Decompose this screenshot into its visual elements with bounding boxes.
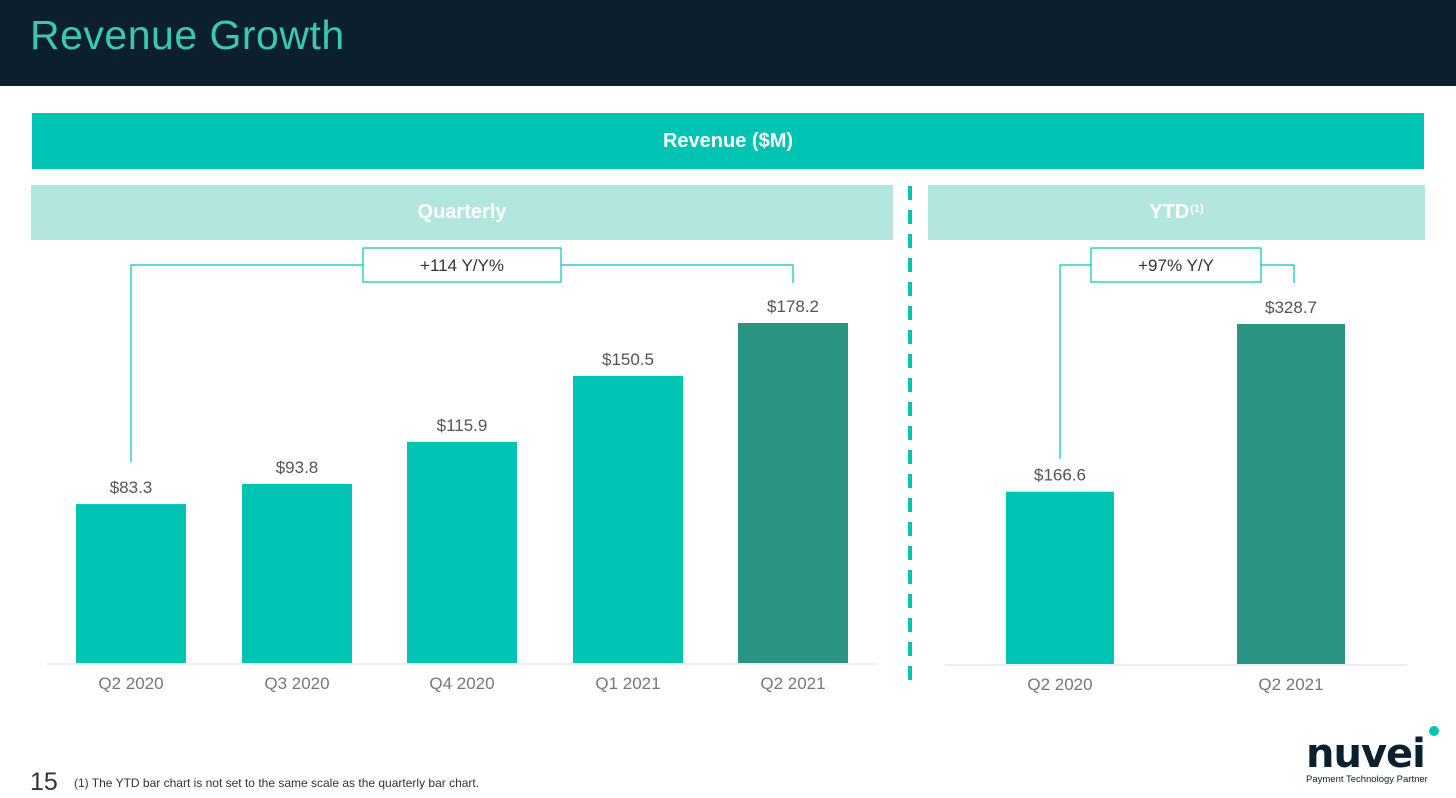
chart-divider-dash: [908, 378, 912, 392]
quarterly-bar: [407, 441, 517, 663]
chart-divider-dash: [908, 258, 912, 272]
chart-divider-dash: [908, 234, 912, 248]
page-number: 15: [30, 768, 58, 796]
ytd-bar-value-label: $328.7: [1265, 298, 1317, 317]
revenue-band: Revenue ($M): [32, 113, 1424, 169]
chart-divider-dash: [908, 666, 912, 680]
chart-divider-dash: [908, 210, 912, 224]
quarterly-bar-value-label: $83.3: [110, 478, 153, 497]
quarterly-bar: [76, 504, 186, 663]
quarterly-bar: [242, 484, 352, 663]
logo-wordmark: nuvei: [1306, 731, 1426, 777]
ytd-growth-box: [1090, 247, 1262, 283]
quarterly-category-label: Q3 2020: [264, 674, 329, 693]
ytd-header: YTD (1): [928, 185, 1425, 240]
quarterly-bar: [573, 375, 683, 663]
chart-divider-dash: [908, 402, 912, 416]
ytd-category-label: Q2 2020: [1027, 675, 1092, 694]
chart-divider-dash: [908, 306, 912, 320]
quarterly-category-label: Q2 2021: [760, 674, 825, 693]
chart-divider-dash: [908, 450, 912, 464]
footnote-text: The YTD bar chart is not set to the same…: [91, 776, 480, 790]
chart-divider-dash: [908, 642, 912, 656]
logo-tagline: Payment Technology Partner: [1306, 774, 1428, 785]
ytd-growth-label: +97% Y/Y: [1138, 256, 1214, 275]
quarterly-bar-value-label: $115.9: [437, 416, 488, 435]
chart-divider-dash: [908, 474, 912, 488]
ytd-bracket-left: [1059, 264, 1091, 459]
quarterly-growth-box: [362, 247, 562, 283]
chart-divider-dash: [908, 522, 912, 536]
header-bar: Revenue Growth: [0, 0, 1456, 86]
chart-divider-dash: [908, 426, 912, 440]
chart-divider-dash: [908, 570, 912, 584]
ytd-bar-value-label: $166.6: [1034, 466, 1086, 485]
quarterly-bracket-right: [561, 264, 794, 283]
ytd-bar: [1006, 491, 1114, 664]
chart-divider-dash: [908, 546, 912, 560]
chart-divider-dash: [908, 498, 912, 512]
chart-divider-dash: [908, 354, 912, 368]
quarterly-header: Quarterly: [31, 185, 893, 240]
chart-divider-dash: [908, 618, 912, 632]
footnote: (1) The YTD bar chart is not set to the …: [74, 776, 479, 790]
quarterly-bracket-left: [130, 264, 363, 462]
quarterly-category-label: Q1 2021: [595, 674, 660, 693]
logo-dot: [1429, 726, 1439, 736]
quarterly-bar-value-label: $93.8: [276, 458, 319, 477]
chart-divider-dash: [908, 282, 912, 296]
quarterly-bar: [738, 323, 848, 663]
ytd-header-label: YTD: [1149, 201, 1190, 223]
quarterly-bar-value-label: $150.5: [602, 350, 654, 369]
quarterly-category-label: Q4 2020: [429, 674, 494, 693]
chart-divider-dash: [908, 186, 912, 200]
ytd-category-label: Q2 2021: [1258, 675, 1323, 694]
quarterly-bar-value-label: $178.2: [767, 297, 819, 316]
chart-divider-dash: [908, 330, 912, 344]
nuvei-logo: nuvei Payment Technology Partner: [1306, 726, 1444, 788]
quarterly-growth-label: +114 Y/Y%: [420, 256, 504, 275]
ytd-header-footnote-marker: (1): [1190, 202, 1204, 215]
ytd-bar: [1237, 324, 1345, 664]
footnote-marker: (1): [74, 776, 89, 790]
page-title: Revenue Growth: [30, 12, 345, 58]
ytd-bracket-right: [1261, 264, 1295, 283]
quarterly-category-label: Q2 2020: [98, 674, 163, 693]
chart-divider-dash: [908, 594, 912, 608]
quarterly-header-label: Quarterly: [417, 201, 507, 223]
